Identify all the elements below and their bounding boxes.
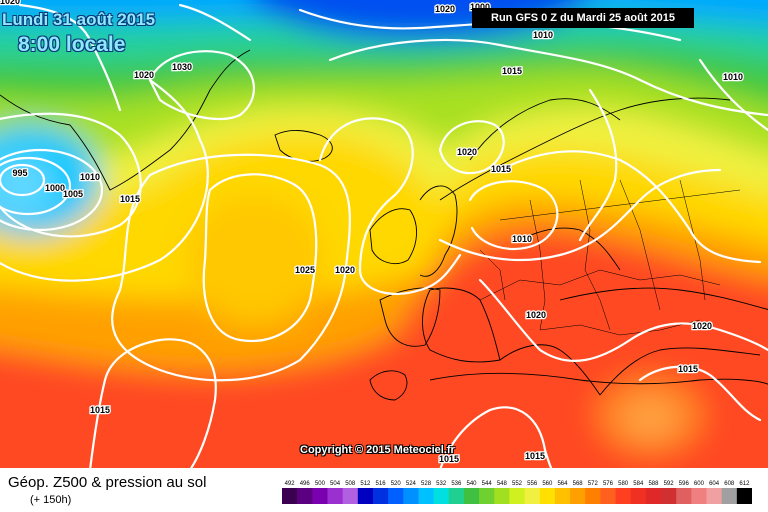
scale-tick-label: 516 bbox=[376, 481, 387, 487]
scale-swatch bbox=[433, 488, 450, 504]
scale-swatch bbox=[282, 488, 298, 504]
isobar-label: 995 bbox=[12, 168, 27, 178]
scale-swatch bbox=[494, 488, 510, 504]
scale-tick-label: 544 bbox=[482, 481, 493, 487]
scale-tick-label: 596 bbox=[679, 481, 690, 487]
scale-tick-label: 556 bbox=[527, 481, 538, 487]
scale-swatch bbox=[342, 488, 359, 504]
scale-swatch bbox=[721, 488, 738, 504]
isobar-label: 1005 bbox=[63, 189, 83, 199]
forecast-date: Lundi 31 août 2015 bbox=[2, 10, 156, 29]
isobar-label: 1020 bbox=[134, 70, 154, 80]
scale-tick-label: 588 bbox=[648, 481, 659, 487]
scale-tick-label: 528 bbox=[421, 481, 432, 487]
model-run-label: Run GFS 0 Z du Mardi 25 août 2015 bbox=[472, 8, 694, 28]
scale-tick-label: 580 bbox=[618, 481, 629, 487]
isobar-label: 1015 bbox=[439, 454, 459, 464]
scale-tick-label: 572 bbox=[588, 481, 599, 487]
scale-tick-label: 604 bbox=[709, 481, 720, 487]
scale-swatch bbox=[570, 488, 586, 504]
isobar-label: 1015 bbox=[491, 164, 511, 174]
scale-tick-label: 600 bbox=[694, 481, 705, 487]
legend-title: Géop. Z500 & pression au sol bbox=[8, 474, 207, 491]
scale-tick-label: 492 bbox=[285, 481, 296, 487]
scale-swatch bbox=[463, 488, 480, 504]
scale-tick-label: 520 bbox=[391, 481, 402, 487]
isobar-label: 1015 bbox=[678, 364, 698, 374]
scale-swatch bbox=[448, 488, 465, 504]
scale-tick-label: 584 bbox=[633, 481, 644, 487]
scale-tick-label: 552 bbox=[512, 481, 523, 487]
isobar-label: 1020 bbox=[0, 0, 20, 6]
scale-swatch bbox=[676, 488, 692, 504]
coastlines bbox=[0, 49, 768, 401]
scale-tick-label: 560 bbox=[542, 481, 553, 487]
isobar-label: 1030 bbox=[172, 62, 192, 72]
scale-tick-label: 508 bbox=[345, 481, 356, 487]
scale-swatch bbox=[615, 488, 632, 504]
scale-tick-label: 548 bbox=[497, 481, 508, 487]
scale-tick-label: 576 bbox=[603, 481, 614, 487]
scale-swatch bbox=[357, 488, 374, 504]
scale-swatch bbox=[661, 488, 677, 504]
scale-swatch bbox=[388, 488, 404, 504]
scale-swatch bbox=[736, 488, 752, 504]
isobar-label: 1020 bbox=[526, 310, 546, 320]
country-borders bbox=[479, 179, 741, 336]
scale-swatch bbox=[706, 488, 723, 504]
scale-swatch bbox=[539, 488, 556, 504]
copyright-text: Copyright © 2015 Meteociel.fr bbox=[300, 444, 455, 456]
isobar-label: 1015 bbox=[120, 194, 140, 204]
scale-tick-label: 500 bbox=[315, 481, 326, 487]
scale-swatch bbox=[585, 488, 601, 504]
scale-tick-label: 592 bbox=[664, 481, 675, 487]
scale-swatch bbox=[312, 488, 328, 504]
isobar-label: 1010 bbox=[533, 30, 553, 40]
scale-tick-label: 504 bbox=[330, 481, 341, 487]
isobar-label: 1010 bbox=[512, 234, 532, 244]
scale-swatch bbox=[418, 488, 435, 504]
isobar-label: 1015 bbox=[502, 66, 522, 76]
isobar-label: 1020 bbox=[435, 4, 455, 14]
scale-swatch bbox=[524, 488, 541, 504]
legend-bar: Géop. Z500 & pression au sol (+ 150h) 49… bbox=[0, 468, 768, 512]
scale-tick-label: 532 bbox=[436, 481, 447, 487]
weather-map: 1020 100010101015101010201020103099510001… bbox=[0, 0, 768, 468]
scale-swatch bbox=[554, 488, 571, 504]
scale-swatch bbox=[600, 488, 617, 504]
scale-swatch bbox=[630, 488, 647, 504]
scale-tick-label: 608 bbox=[724, 481, 735, 487]
isobar-label: 1000 bbox=[45, 183, 65, 193]
color-scale: 492 496 500 504 508 512 516 520 524 528 532 536 540 5… bbox=[282, 481, 752, 504]
scale-tick-label: 540 bbox=[467, 481, 478, 487]
isobar-labels: 1020 100010101015101010201020103099510001… bbox=[0, 0, 744, 465]
scale-swatch bbox=[327, 488, 344, 504]
scale-swatch bbox=[479, 488, 495, 504]
forecast-time: 8:00 locale bbox=[18, 33, 126, 56]
scale-swatch bbox=[509, 488, 526, 504]
scale-tick-label: 612 bbox=[739, 481, 750, 487]
scale-swatch bbox=[691, 488, 708, 504]
scale-tick-label: 536 bbox=[451, 481, 462, 487]
isobar-label: 1010 bbox=[80, 172, 100, 182]
isobar-label: 1010 bbox=[723, 72, 743, 82]
isobar-label: 1015 bbox=[525, 451, 545, 461]
isobar-label: 1015 bbox=[90, 405, 110, 415]
scale-tick-label: 568 bbox=[573, 481, 584, 487]
scale-swatch bbox=[297, 488, 313, 504]
scale-swatch bbox=[403, 488, 419, 504]
scale-swatch bbox=[645, 488, 662, 504]
isobar-label: 1020 bbox=[457, 147, 477, 157]
scale-tick-label: 564 bbox=[557, 481, 568, 487]
scale-tick-label: 524 bbox=[406, 481, 417, 487]
scale-tick-label: 512 bbox=[360, 481, 371, 487]
isobar-label: 1020 bbox=[692, 321, 712, 331]
legend-subtitle: (+ 150h) bbox=[30, 494, 72, 506]
isobar-label: 1020 bbox=[335, 265, 355, 275]
isobar-label: 1025 bbox=[295, 265, 315, 275]
scale-tick-label: 496 bbox=[300, 481, 311, 487]
scale-swatch bbox=[372, 488, 389, 504]
